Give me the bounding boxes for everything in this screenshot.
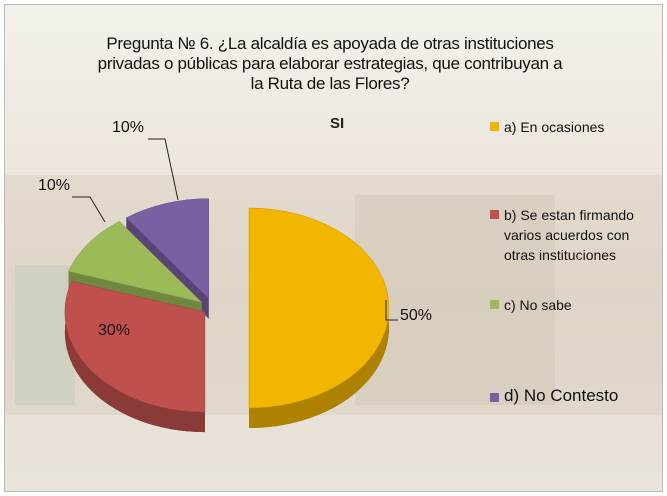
- legend-label: c) No sabe: [504, 297, 572, 313]
- legend-swatch: [490, 300, 499, 309]
- data-label: 50%: [400, 307, 432, 324]
- legend-label: b) Se estan firmando varios acuerdos con…: [504, 207, 634, 263]
- legend-item: b) Se estan firmando varios acuerdos con…: [490, 205, 664, 265]
- legend-swatch: [490, 393, 499, 402]
- legend-swatch: [490, 122, 499, 131]
- legend-label: a) En ocasiones: [504, 119, 604, 135]
- data-label: 10%: [38, 177, 70, 194]
- data-label: 10%: [112, 119, 144, 136]
- legend-item: d) No Contesto: [490, 386, 664, 406]
- leader-line: [148, 139, 178, 200]
- legend-item: c) No sabe: [490, 295, 664, 315]
- legend-label: d) No Contesto: [504, 386, 618, 405]
- legend-swatch: [490, 210, 499, 219]
- data-label: 30%: [98, 322, 130, 339]
- leader-line: [72, 197, 105, 222]
- page: Pregunta № 6. ¿La alcaldía es apoyada de…: [0, 0, 667, 496]
- legend-item: a) En ocasiones: [490, 117, 664, 137]
